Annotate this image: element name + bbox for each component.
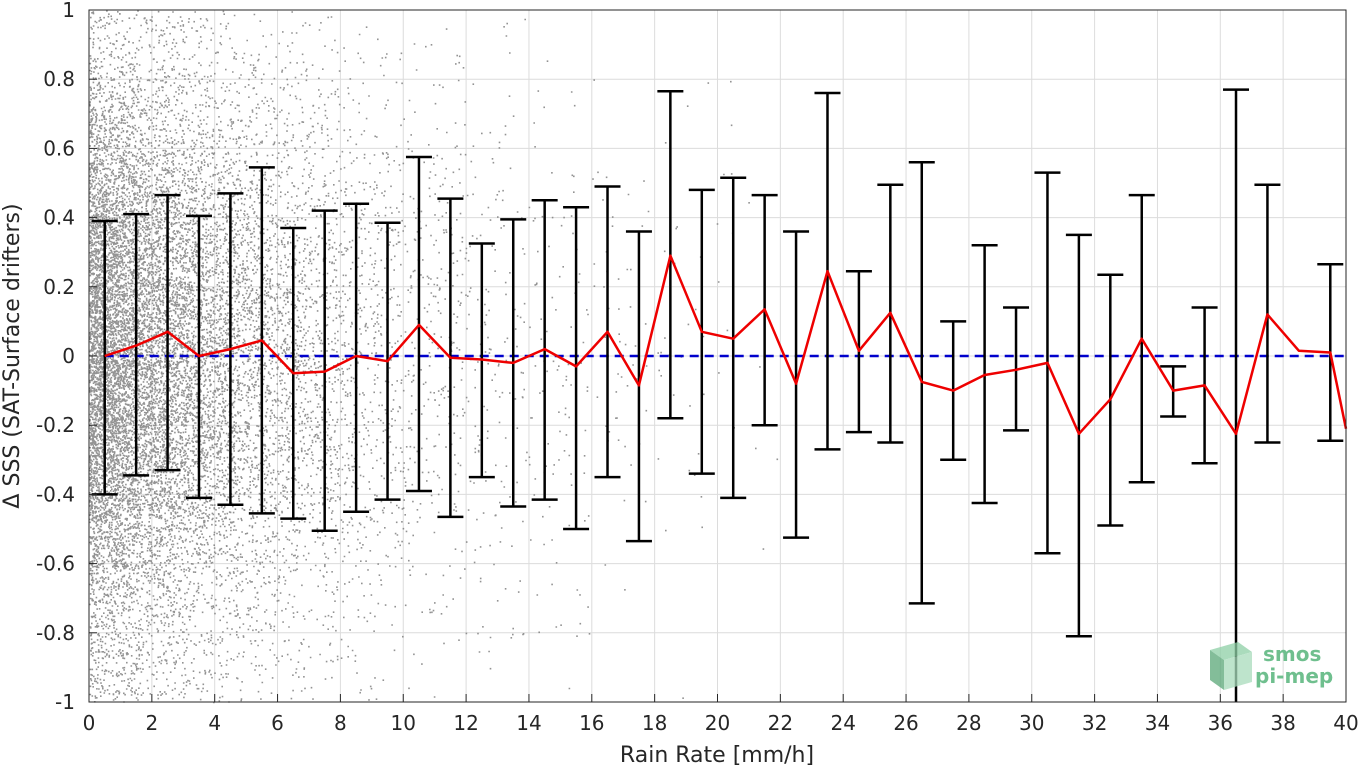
x-tick-label: 38 (1270, 711, 1295, 735)
logo-text-pi-mep: pi-mep (1255, 664, 1333, 688)
mean-line (104, 254, 1348, 436)
y-tick-label: -0.6 (36, 552, 75, 576)
logo-text-smos: smos (1263, 642, 1321, 666)
y-tick-label: -0.2 (36, 413, 75, 437)
x-axis-label: Rain Rate [mm/h] (620, 743, 814, 768)
error-bar (563, 205, 590, 531)
x-tick-label: 24 (830, 711, 855, 735)
x-tick-label: 22 (768, 711, 793, 735)
mean-line-path (104, 254, 1348, 436)
x-tick-label: 2 (145, 711, 158, 735)
x-tick-label: 16 (579, 711, 604, 735)
y-tick-label: 0 (62, 344, 75, 368)
x-tick-label: 20 (705, 711, 730, 735)
y-tick-label: -0.4 (36, 482, 75, 506)
y-tick-label: 0.2 (43, 275, 75, 299)
smos-pi-mep-logo: smos pi-mep (1210, 642, 1333, 690)
error-bar (343, 202, 370, 513)
x-tick-label: 14 (516, 711, 541, 735)
y-axis-ticks: -1 -0.8 -0.6 -0.4 -0.2 0 0.2 0.4 0.6 0.8 1 (36, 0, 97, 714)
y-axis-label: Δ SSS (SAT-Surface drifters) (0, 203, 25, 508)
logo-cube-icon (1210, 642, 1252, 690)
y-tick-label: -1 (55, 690, 75, 714)
x-tick-label: 0 (83, 711, 96, 735)
x-tick-label: 36 (1208, 711, 1233, 735)
x-tick-label: 12 (453, 711, 478, 735)
x-tick-label: 30 (1019, 711, 1044, 735)
x-tick-label: 8 (334, 711, 347, 735)
y-tick-label: 0.6 (43, 136, 75, 160)
y-tick-label: 0.8 (43, 67, 75, 91)
error-bar (1223, 88, 1250, 702)
x-tick-label: 40 (1333, 711, 1358, 735)
error-bar (1065, 233, 1092, 638)
x-axis-ticks: 0 2 4 6 8 10 12 14 16 18 20 22 24 26 28 30 32 34 36 38 40 (83, 694, 1359, 735)
x-tick-label: 18 (642, 711, 667, 735)
y-tick-label: 1 (62, 0, 75, 22)
x-tick-label: 34 (1145, 711, 1170, 735)
y-tick-label: 0.4 (43, 206, 75, 230)
y-tick-label: -0.8 (36, 621, 75, 645)
x-tick-label: 6 (271, 711, 284, 735)
x-tick-label: 32 (1082, 711, 1107, 735)
x-tick-label: 4 (208, 711, 221, 735)
x-tick-label: 28 (956, 711, 981, 735)
x-tick-label: 10 (391, 711, 416, 735)
x-tick-label: 26 (893, 711, 918, 735)
